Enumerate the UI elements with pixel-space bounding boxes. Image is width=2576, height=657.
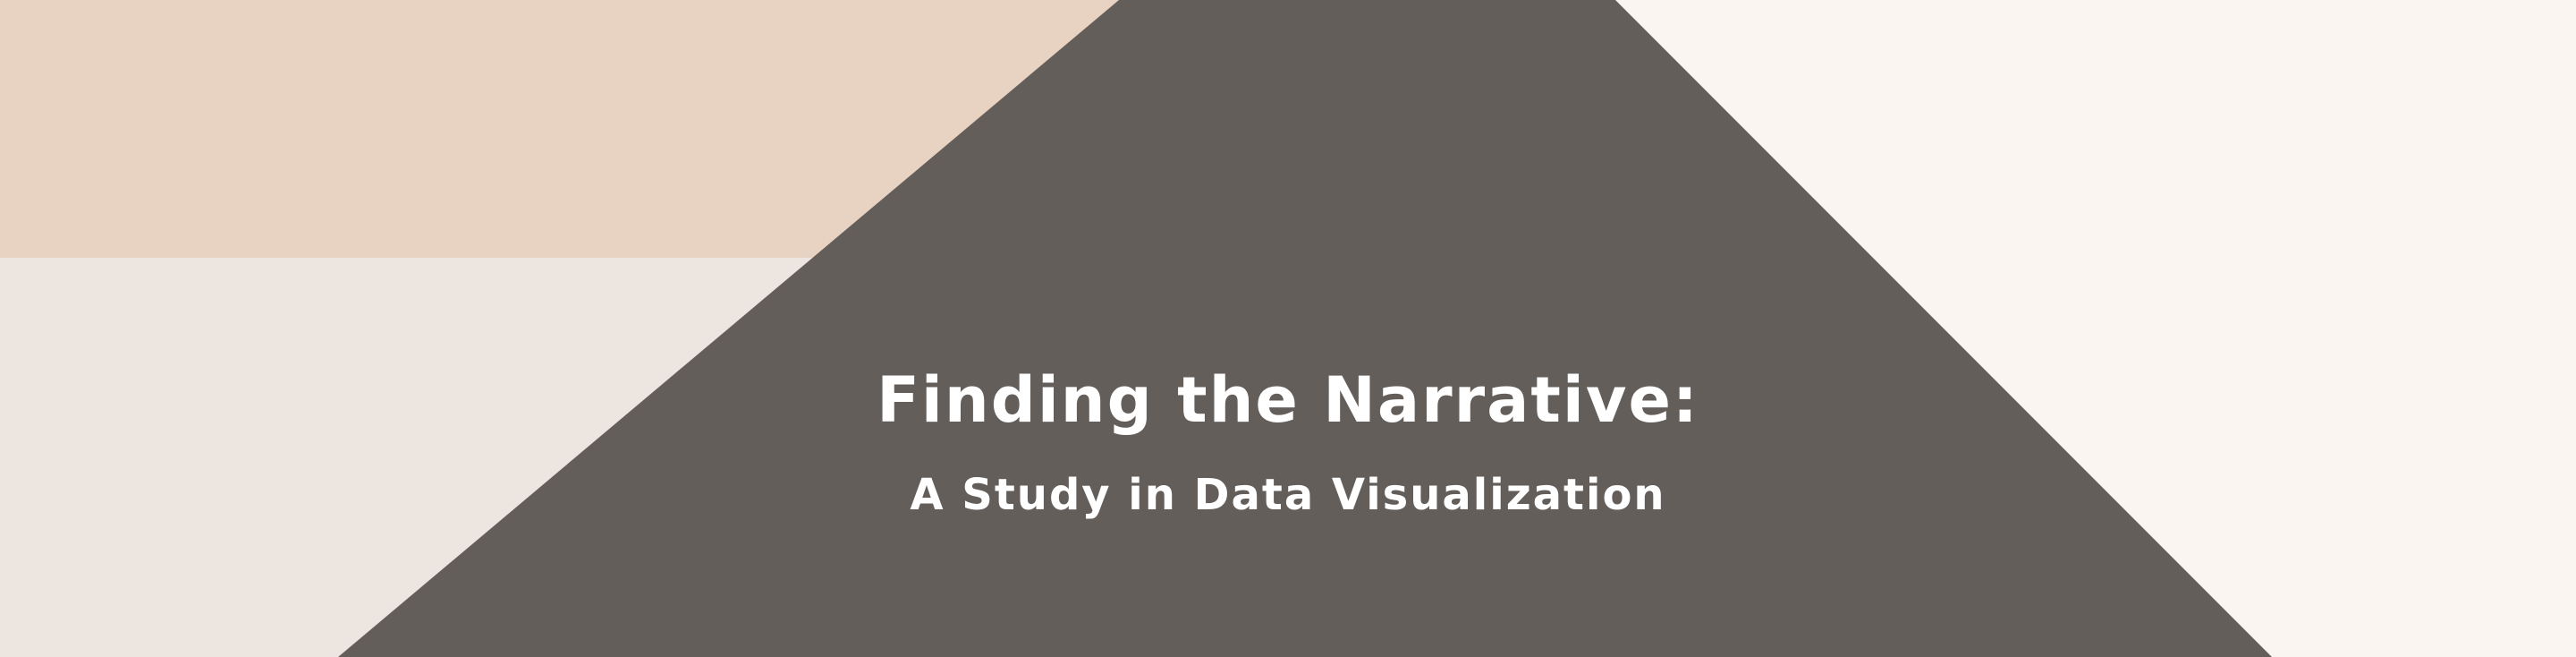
center-trapezoid (338, 0, 2272, 657)
banner-subtitle: A Study in Data Visualization (910, 470, 1666, 520)
banner-title: Finding the Narrative: (877, 363, 1699, 437)
